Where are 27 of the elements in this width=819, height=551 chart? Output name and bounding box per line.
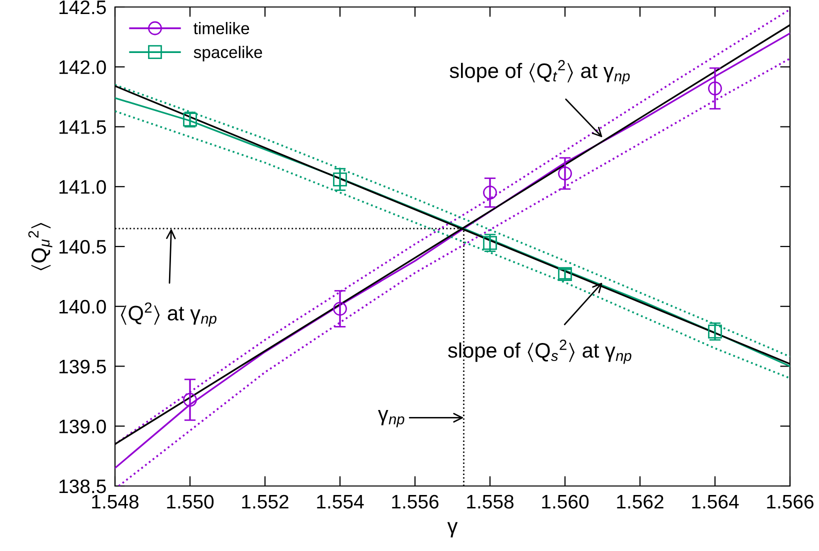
y-tick-label: 141.0: [59, 180, 106, 194]
y-tick-label: 140.0: [59, 300, 106, 314]
x-tick-label: 1.560: [542, 494, 589, 509]
x-tick-label: 1.556: [392, 494, 438, 509]
y-tick-label: 142.0: [59, 60, 106, 74]
y-tick-label: 139.0: [59, 420, 106, 434]
x-tick-label: 1.552: [242, 494, 288, 509]
annotation: γ$_{np}$: [378, 410, 404, 428]
y-tick-label: 139.5: [59, 360, 106, 374]
y-axis-title: ⟨Q$_{μ}$$^{2}$⟩: [28, 222, 52, 270]
legend-label: timelike: [194, 22, 250, 34]
x-tick-label: 1.558: [467, 494, 514, 509]
x-tick-label: 1.548: [92, 494, 138, 509]
x-tick-label: 1.564: [692, 494, 739, 509]
y-tick-label: 138.5: [59, 479, 106, 494]
x-tick-label: 1.566: [767, 494, 814, 509]
x-tick-label: 1.554: [317, 495, 364, 509]
annotation: slope of ⟨Q$_{s}$$^{2}$⟩ at γ$_{np}$: [448, 340, 632, 364]
y-tick-label: 141.5: [59, 120, 106, 134]
y-tick-label: 142.5: [59, 0, 106, 14]
x-tick-label: 1.562: [617, 494, 664, 509]
x-tick-label: 1.550: [167, 494, 214, 509]
x-axis-title: γ: [447, 522, 458, 538]
annotation: ⟨Q$^{2}$⟩ at γ$_{np}$: [121, 302, 216, 327]
legend-label: spacelike: [194, 46, 262, 62]
annotation: slope of ⟨Q$_{t}$$^{2}$⟩ at γ$_{np}$: [450, 60, 630, 84]
y-tick-label: 140.5: [59, 240, 106, 254]
